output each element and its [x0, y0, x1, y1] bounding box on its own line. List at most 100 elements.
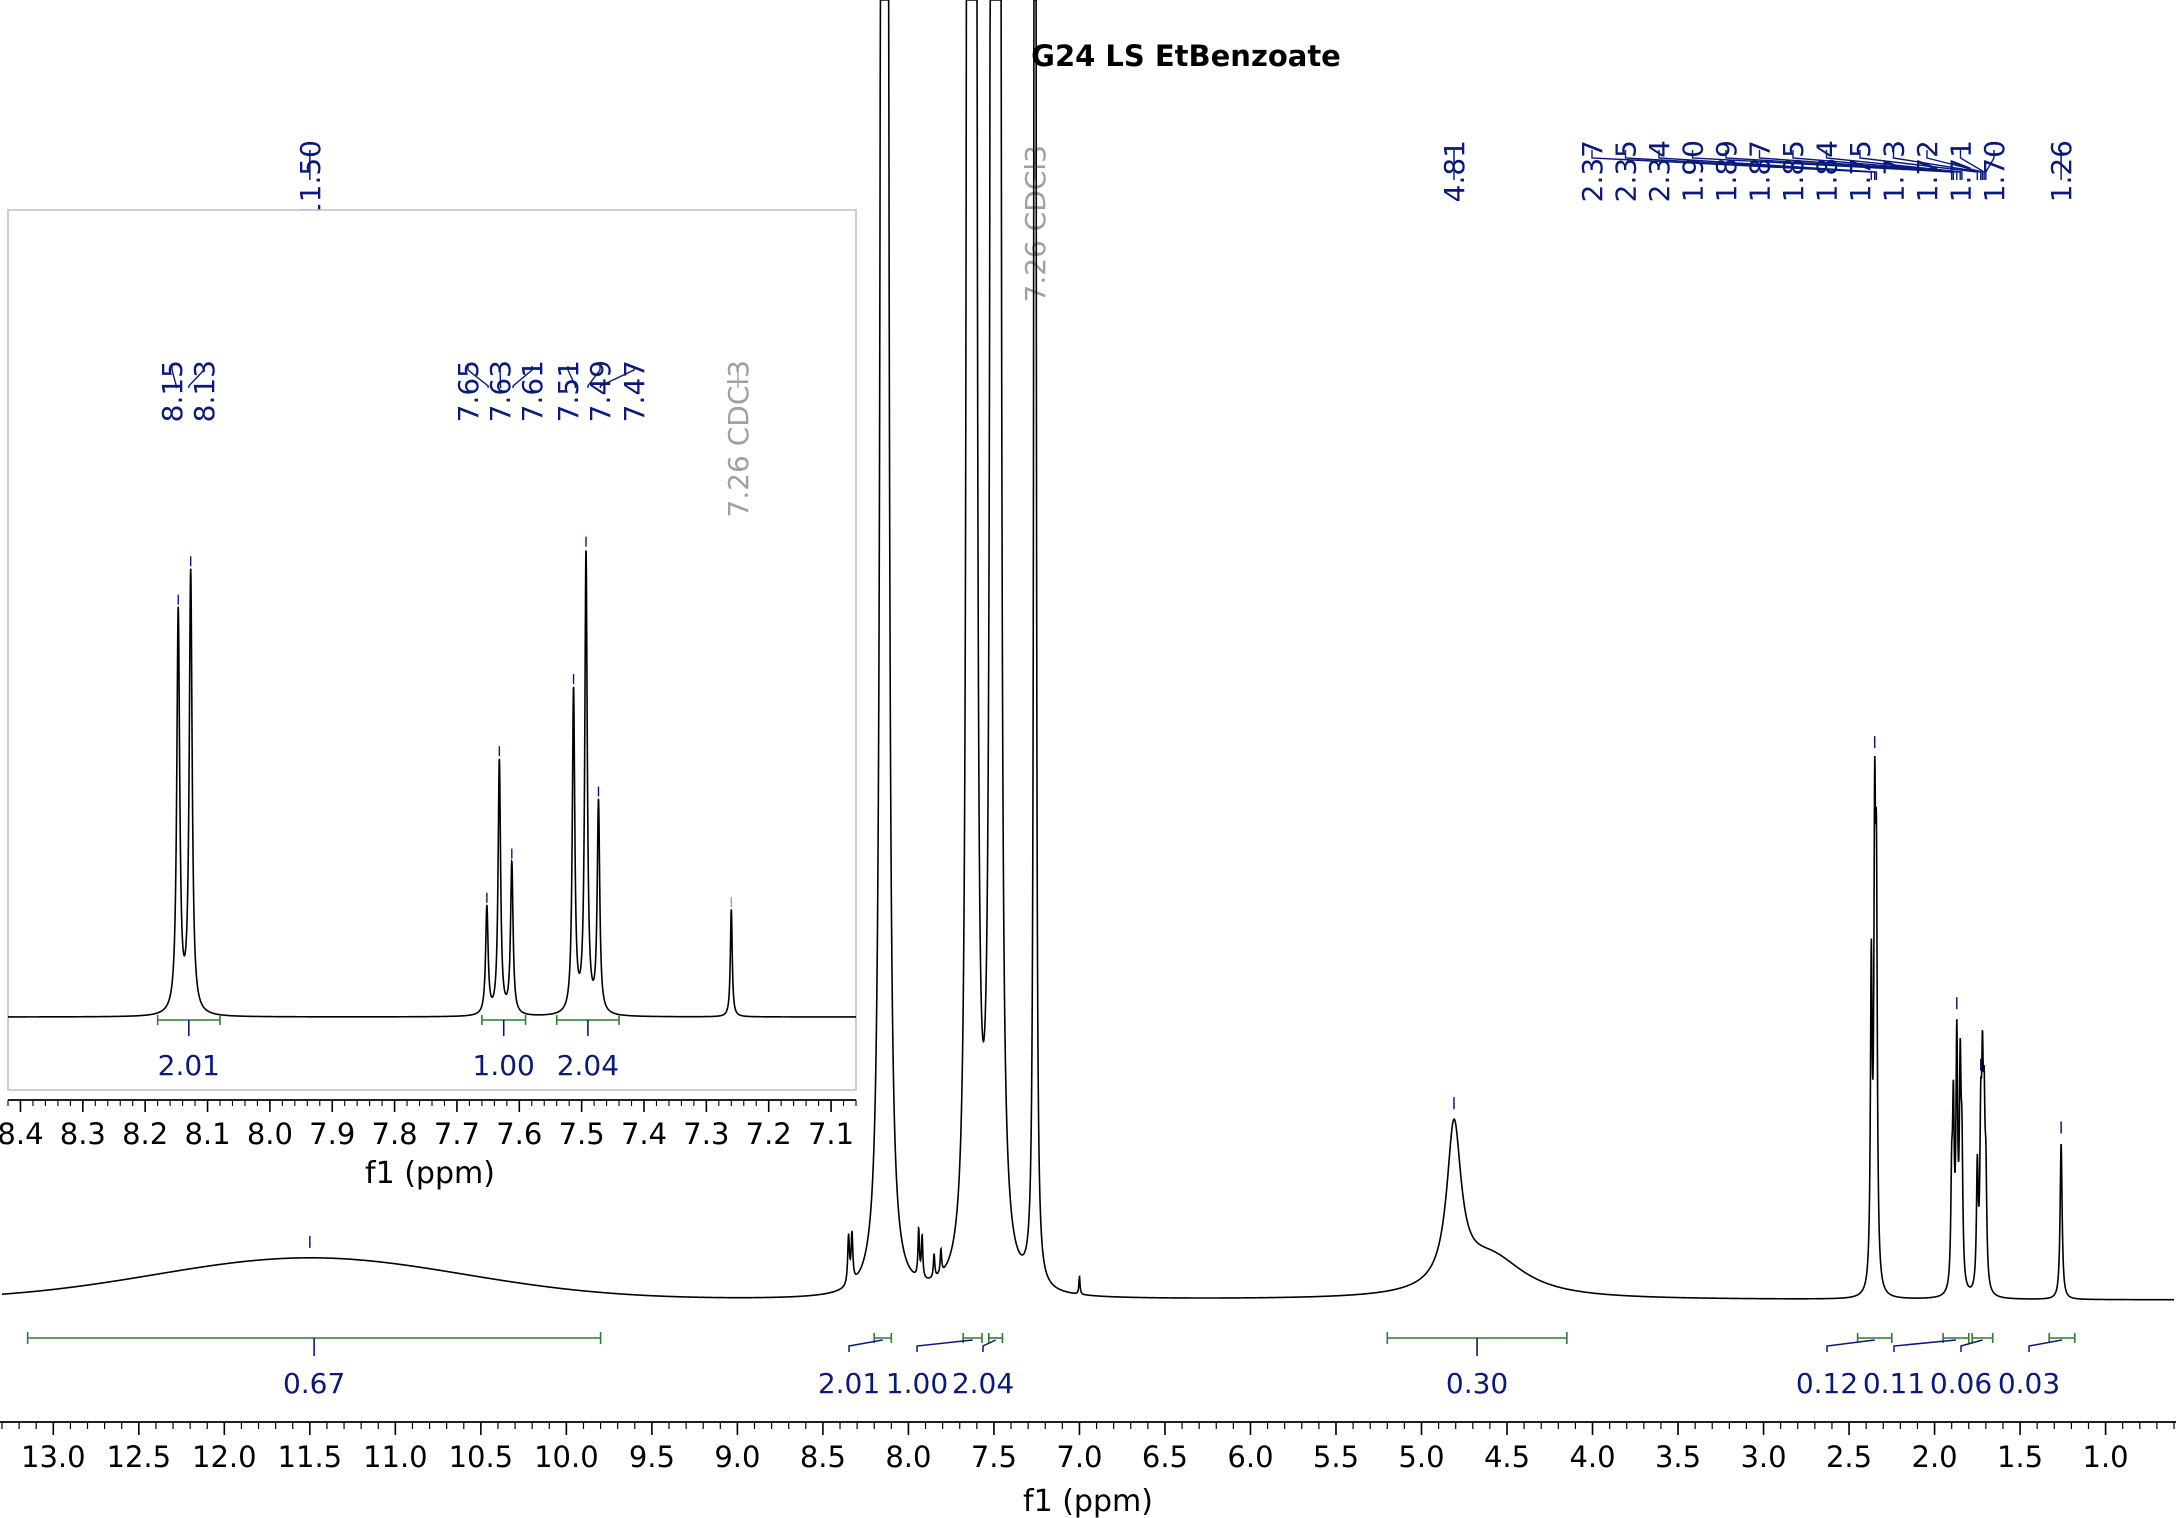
main-axis-tick-label: 4.0	[1569, 1440, 1615, 1474]
main-axis-tick-label: 4.5	[1484, 1440, 1530, 1474]
main-peak-leader	[1926, 150, 1984, 180]
inset-integrals: 2.01 1.00 2.04	[156, 1015, 620, 1082]
main-axis-tick-label: 3.5	[1655, 1440, 1701, 1474]
main-axis-tick-label: 9.0	[714, 1440, 760, 1474]
main-spectrum	[1, 0, 2174, 1301]
main-x-axis: 13.0 12.5 12.0 11.5 11.0 10.5 10.0 9.5 9.0 8.5 8.0…	[0, 1421, 2176, 1474]
main-peak-label: 1.90	[1677, 140, 1710, 202]
main-axis-tick-label: 13.0	[21, 1440, 86, 1474]
inset-peak-leader	[599, 366, 635, 388]
main-axis-tick-label: 10.5	[449, 1440, 514, 1474]
main-peak-label: 1.75	[1844, 140, 1877, 202]
inset-peak-leader	[499, 366, 502, 388]
main-axis-tick-label: 1.5	[1997, 1440, 2043, 1474]
main-axis-tick-label: 1.0	[2083, 1440, 2129, 1474]
main-peak-label: 1.72	[1911, 140, 1944, 202]
main-peak-leader	[1591, 150, 1872, 180]
inset-frame	[7, 209, 857, 1091]
integral-pointer	[848, 1339, 883, 1352]
inset-axis-tick-label: 7.3	[683, 1117, 729, 1151]
integral-value: 0.12	[1796, 1367, 1858, 1400]
main-axis-tick-label: 12.5	[107, 1440, 172, 1474]
main-integrals: 0.67 2.01 1.00 2.04 0.30 0.12 0.11 0.06 0.03	[26, 1332, 2076, 1400]
main-spectrum-trace	[1, 0, 2174, 1301]
main-axis-tick-label: 5.0	[1398, 1440, 1444, 1474]
main-peak-leader	[1725, 150, 1955, 180]
main-peak-leader	[1758, 150, 1958, 180]
inset-spectrum	[8, 536, 856, 1018]
integral-pointer	[982, 1339, 996, 1352]
main-axis-tick-label: 7.5	[971, 1440, 1017, 1474]
main-axis-tick-label: 2.0	[1912, 1440, 1958, 1474]
inset-spectrum-trace	[8, 550, 856, 1018]
main-peak-label: 1.85	[1777, 140, 1810, 202]
main-axis-tick-label: 7.0	[1056, 1440, 1102, 1474]
inset-axis-tick-label: 8.3	[60, 1117, 106, 1151]
main-axis-tick-label: 11.5	[278, 1440, 343, 1474]
inset-axis-tick-label: 8.4	[0, 1117, 44, 1151]
main-peak-label: 2.35	[1610, 140, 1643, 202]
inset-peak-leader	[188, 366, 205, 388]
main-axis-tick-label: 9.5	[629, 1440, 675, 1474]
inset-axis-tick-label: 8.0	[247, 1117, 293, 1151]
integral-pointer	[2028, 1339, 2063, 1352]
inset-peak-leader	[567, 366, 577, 388]
integral-pointer	[1826, 1339, 1875, 1352]
integral-value: 1.00	[886, 1367, 948, 1400]
main-peak-leader	[1792, 150, 1961, 180]
main-peak-leader	[1658, 150, 1878, 180]
inset-peak-leader	[587, 366, 601, 388]
inset-peak-leader	[512, 366, 533, 388]
integral-value: 2.04	[952, 1367, 1014, 1400]
main-peak-label: 1.73	[1878, 140, 1911, 202]
main-peak-label: 1.84	[1811, 140, 1844, 202]
main-axis-tick-label: 2.5	[1826, 1440, 1872, 1474]
main-axis-tick-label: 8.5	[800, 1440, 846, 1474]
integral-value: 0.06	[1930, 1367, 1992, 1400]
main-peak-leader	[1892, 150, 1982, 180]
inset-peak-leader	[467, 366, 489, 388]
main-axis-tick-label: 6.5	[1142, 1440, 1188, 1474]
main-axis-tick-label: 3.0	[1740, 1440, 1786, 1474]
inset-integral-value: 2.01	[158, 1049, 220, 1082]
inset-axis-tick-label: 7.9	[309, 1117, 355, 1151]
main-peak-label: 1.89	[1710, 140, 1743, 202]
inset-peak-leader	[171, 366, 178, 388]
integral-value: 2.01	[818, 1367, 880, 1400]
main-axis-tick-label: 6.0	[1227, 1440, 1273, 1474]
main-peak-label: 1.87	[1744, 140, 1777, 202]
integral-pointer	[1960, 1339, 1983, 1352]
main-peak-label: 1.70	[1978, 140, 2011, 202]
integral-value: 0.03	[1998, 1367, 2060, 1400]
integral-value: 0.67	[283, 1367, 345, 1400]
main-peak-leader	[1624, 150, 1876, 180]
inset-integral-value: 1.00	[473, 1049, 535, 1082]
main-peak-label: 1.71	[1945, 140, 1978, 202]
inset-axis-tick-label: 7.1	[808, 1117, 854, 1151]
main-axis-tick-label: 11.0	[363, 1440, 428, 1474]
main-peak-label: 2.37	[1576, 140, 1609, 202]
main-peak-leader	[1825, 150, 1963, 180]
inset-axis-tick-label: 8.1	[184, 1117, 230, 1151]
integral-pointer	[1893, 1339, 1957, 1352]
integral-pointer	[916, 1339, 973, 1352]
inset-axis-tick-label: 7.4	[621, 1117, 667, 1151]
integral-value: 0.11	[1863, 1367, 1925, 1400]
inset-axis-tick-label: 7.2	[746, 1117, 792, 1151]
main-axis-tick-label: 8.0	[885, 1440, 931, 1474]
spectrum-title: G24 LS EtBenzoate	[1031, 39, 1341, 73]
inset-axis-tick-label: 8.2	[122, 1117, 168, 1151]
inset-integral-value: 2.04	[557, 1049, 619, 1082]
inset-x-axis: 8.4 8.3 8.2 8.1 8.0 7.9 7.8 7.7 7.6 7.5 7.4 7.3 7.2 7…	[0, 1099, 857, 1151]
integral-value: 0.30	[1446, 1367, 1508, 1400]
main-axis-tick-label: 10.0	[534, 1440, 599, 1474]
main-peak-leader	[1691, 150, 1953, 180]
inset-peak-labels: 8.15 8.13 7.65 7.63 7.61 7.51 7.49 7.47 7.26 CDC…	[156, 360, 755, 518]
main-axis-tick-label: 5.5	[1313, 1440, 1359, 1474]
main-axis-tick-label: 12.0	[192, 1440, 257, 1474]
main-peak-label: 2.34	[1643, 140, 1676, 202]
main-x-axis-label: f1 (ppm)	[1023, 1484, 1153, 1518]
inset-x-axis-label: f1 (ppm)	[365, 1156, 495, 1191]
inset-axis-tick-label: 7.8	[372, 1117, 418, 1151]
